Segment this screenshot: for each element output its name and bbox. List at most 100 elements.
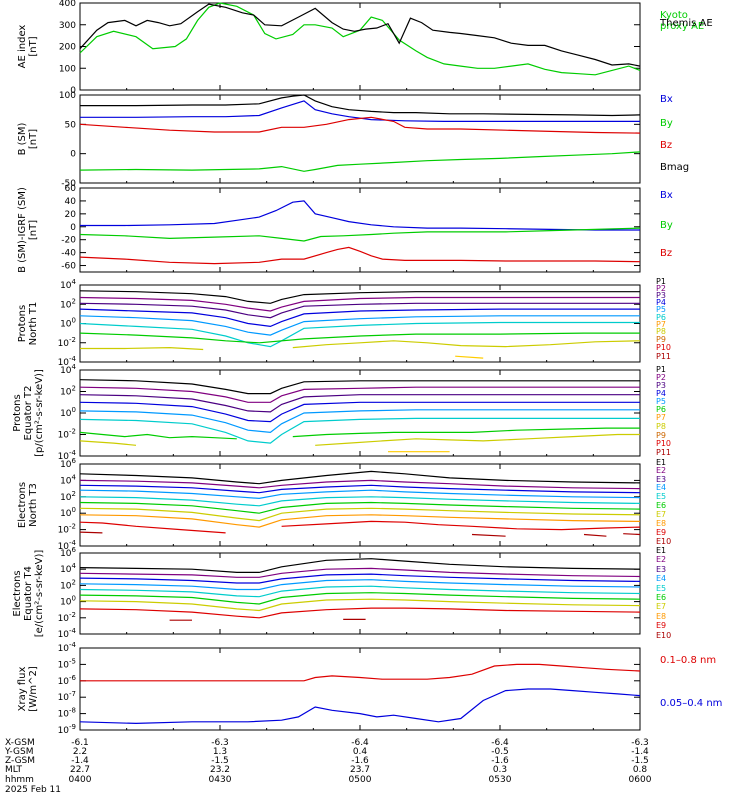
series-line-bz <box>79 246 641 265</box>
y-tick-label: 200 <box>59 43 76 53</box>
series-line-0-05-0-4-nm <box>79 688 641 725</box>
series-line-p9 <box>455 355 484 359</box>
legend-entry: Bz <box>660 140 672 151</box>
y-tick-label: 10-8 <box>58 707 76 720</box>
panel-frame <box>79 2 641 91</box>
y-tick-label: 0 <box>70 223 76 233</box>
y-tick-label: 0 <box>70 150 76 160</box>
legend-entry: P1 <box>656 277 666 286</box>
series-line-by <box>79 151 641 172</box>
legend-entry: P11 <box>656 448 671 457</box>
y-tick-label: 100 <box>59 91 76 101</box>
footer-value: 0.8 <box>633 765 648 775</box>
y-tick-label: 10-5 <box>58 657 76 670</box>
series-line-p8b <box>315 433 640 446</box>
legend-entry: 0.05–0.4 nm <box>660 698 722 709</box>
y-tick-label: 10-4 <box>58 627 77 640</box>
y-tick-label: 10-4 <box>58 641 77 654</box>
y-tick-label: 400 <box>59 0 76 9</box>
footer-row-label: Z-GSM <box>5 756 35 766</box>
footer-value: -1.4 <box>631 747 649 757</box>
legend-entry: E9 <box>656 528 666 537</box>
y-tick-label: 100 <box>60 317 76 330</box>
series-line-e5 <box>79 496 641 507</box>
legend-entry: By <box>660 118 673 129</box>
series-line-p7b <box>292 427 640 438</box>
series-line-p4 <box>79 308 640 328</box>
footer-row-label: MLT <box>5 765 23 775</box>
legend-entry: E10 <box>656 631 671 640</box>
series-line-e8 <box>79 514 641 528</box>
legend-entry: E2 <box>656 466 666 475</box>
y-axis-label: ProtonsNorth T1 <box>17 302 39 346</box>
series-line-bx <box>80 200 640 231</box>
panel-frame <box>79 284 641 363</box>
legend-entry: P2 <box>656 284 666 293</box>
footer-value: 22.7 <box>70 765 90 775</box>
series-line-p7 <box>79 431 237 440</box>
footer-value: -6.3 <box>631 738 649 748</box>
series-line-bmag <box>80 94 641 117</box>
footer-value: 23.7 <box>350 765 370 775</box>
y-tick-label: 104 <box>60 278 76 291</box>
series-line-e9 <box>79 521 226 534</box>
footer-value: -1.4 <box>71 756 89 766</box>
footer-value: 0.3 <box>493 765 507 775</box>
series-line-p2 <box>79 386 640 403</box>
y-tick-label: 10-7 <box>58 690 76 703</box>
y-tick-label: 10-2 <box>58 611 76 624</box>
footer-value: -1.6 <box>351 756 369 766</box>
y-tick-label: 100 <box>60 595 76 608</box>
footer-value: -1.5 <box>211 756 229 766</box>
footer-value: -0.5 <box>491 747 509 757</box>
y-tick-label: 60 <box>65 184 77 194</box>
y-tick-label: 102 <box>60 385 76 398</box>
legend-entry: P8 <box>656 422 666 431</box>
series-line-e5 <box>79 585 641 598</box>
legend-entry: P2 <box>656 373 666 382</box>
footer-value: 0400 <box>69 775 92 785</box>
series-line-e2 <box>79 479 641 490</box>
legend-entry: P7 <box>656 320 666 329</box>
legend-entry: E1 <box>656 546 666 555</box>
series-line-e9b <box>281 520 641 531</box>
legend-entry: E3 <box>656 565 666 574</box>
footer-value: -6.1 <box>71 738 89 748</box>
legend-entry: E4 <box>656 483 666 492</box>
legend-entry: E3 <box>656 475 666 484</box>
y-tick-label: 102 <box>60 297 76 310</box>
footer-value: -1.5 <box>631 756 649 766</box>
y-tick-label: -60 <box>61 262 76 272</box>
footer-value: 0.4 <box>353 747 368 757</box>
series-line-e3 <box>79 484 641 494</box>
y-tick-label: 50 <box>65 120 77 130</box>
series-line-e6 <box>79 592 641 605</box>
y-axis-label: ElectronsEquator T4[e/(cm²-s-sr-keV)] <box>12 550 45 638</box>
legend-entry: E6 <box>656 501 666 510</box>
series-line-e10b <box>471 533 506 537</box>
series-line-0-1-0-8-nm <box>80 663 641 682</box>
legend-entry: P4 <box>656 298 666 307</box>
y-tick-label: 20 <box>65 210 77 220</box>
legend-entry: P10 <box>656 343 671 352</box>
panel-bsm: -50 0 50 100 B (SM)[nT] Bx By Bz Bmag <box>17 91 689 189</box>
series-line-e1 <box>79 558 641 574</box>
y-tick-label: 102 <box>60 490 76 503</box>
series-line-e4 <box>79 579 641 591</box>
legend-entry: P10 <box>656 439 671 448</box>
panel-bdiff: -60 -40 -20 0 20 40 60 B (SM)-IGRF (SM)[nT] Bx By… <box>17 184 673 273</box>
legend-entry: P5 <box>656 397 666 406</box>
legend-entry: E7 <box>656 510 666 519</box>
series-line-e10c <box>583 533 607 537</box>
y-tick-label: -20 <box>61 236 76 246</box>
y-tick-label: 10-2 <box>58 336 76 349</box>
series-line-e7 <box>79 507 641 522</box>
legend-entry: E6 <box>656 593 666 602</box>
y-tick-label: 0 <box>70 86 76 96</box>
series-line-p8 <box>79 440 137 446</box>
legend-entry: Bmag <box>660 162 689 173</box>
legend-entry: Kyoto proxy AE <box>660 10 704 32</box>
series-line-e6 <box>79 501 641 514</box>
legend-entry: E2 <box>656 555 666 564</box>
